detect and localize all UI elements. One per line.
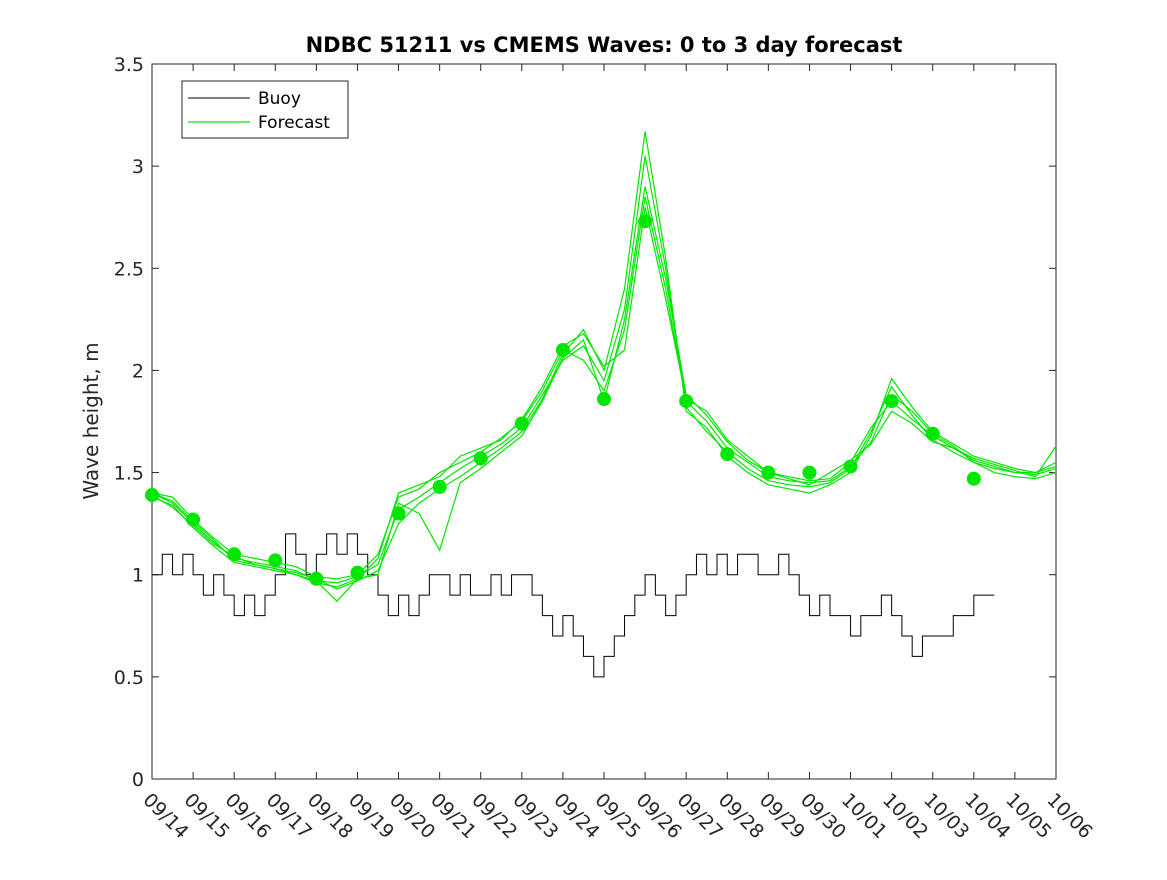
forecast-point xyxy=(679,394,694,409)
forecast-point xyxy=(597,392,611,407)
forecast-point xyxy=(350,565,365,580)
y-tick-label: 1.5 xyxy=(114,463,144,485)
marker-layer xyxy=(145,214,981,586)
forecast-point xyxy=(432,479,447,494)
y-tick-label: 3 xyxy=(132,156,144,178)
forecast-point xyxy=(309,571,324,586)
forecast-point xyxy=(391,506,406,521)
y-axis-label: Wave height, m xyxy=(79,342,103,499)
chart-title: NDBC 51211 vs CMEMS Waves: 0 to 3 day fo… xyxy=(306,33,903,57)
forecast-point xyxy=(268,553,283,568)
y-axis: 0 0.5 1 1.5 2 2.5 3 3.5 xyxy=(114,54,1056,791)
forecast-ensemble-line-6 xyxy=(151,206,1057,588)
legend: Buoy Forecast xyxy=(181,80,349,139)
forecast-ensemble-line-4 xyxy=(151,131,1057,590)
forecast-point xyxy=(720,447,735,462)
forecast-point xyxy=(843,459,858,474)
y-tick-label: 0.5 xyxy=(114,667,144,689)
y-tick-label: 1 xyxy=(132,565,144,587)
forecast-point xyxy=(638,214,653,229)
y-tick-label: 3.5 xyxy=(114,54,144,76)
forecast-point xyxy=(514,416,529,431)
forecast-point xyxy=(802,465,817,480)
y-tick-label: 2 xyxy=(132,360,144,382)
y-tick-label: 2.5 xyxy=(114,258,144,280)
forecast-point xyxy=(227,547,242,562)
y-tick-label: 0 xyxy=(132,769,144,791)
legend-box xyxy=(181,80,349,139)
buoy-series-line xyxy=(152,533,995,678)
forecast-point xyxy=(761,465,776,480)
forecast-point xyxy=(555,343,570,357)
series-layer xyxy=(151,131,1057,678)
legend-buoy-label: Buoy xyxy=(258,89,301,109)
forecast-point xyxy=(884,394,899,409)
legend-forecast-label: Forecast xyxy=(258,113,330,133)
forecast-point xyxy=(145,488,159,503)
forecast-point xyxy=(473,451,488,466)
forecast-point xyxy=(186,512,201,527)
forecast-point xyxy=(966,471,981,486)
forecast-ensemble-line-3 xyxy=(151,155,1057,584)
forecast-point xyxy=(925,426,940,441)
